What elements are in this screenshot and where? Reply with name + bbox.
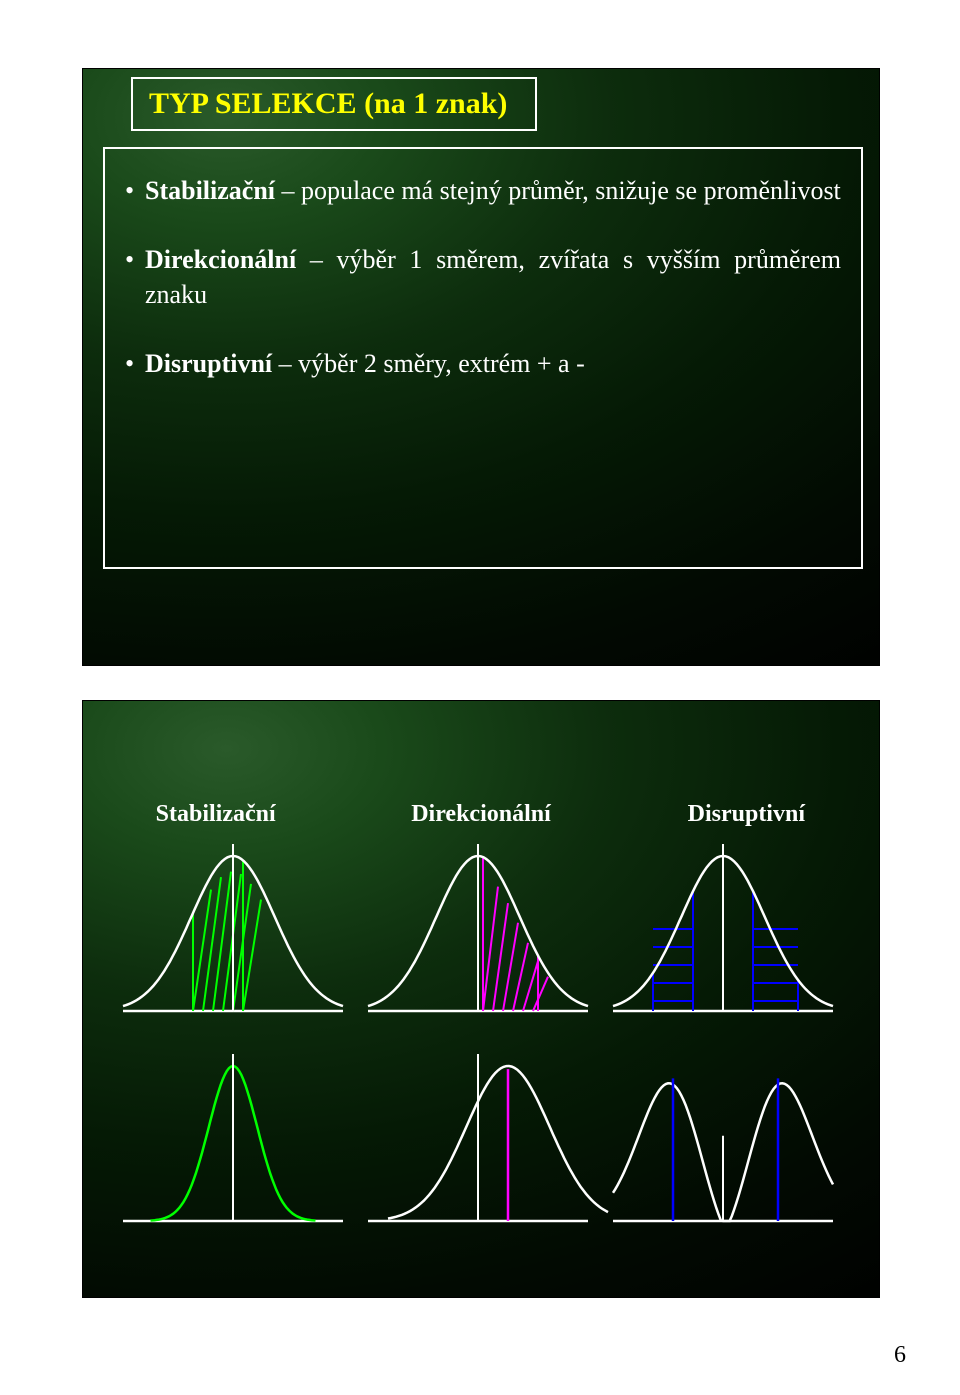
slide-2: Stabilizační Direkcionální Disruptivní: [82, 700, 880, 1298]
bullet-dot-icon: •: [125, 346, 145, 381]
bullet-text: Stabilizační – populace má stejný průměr…: [145, 173, 841, 208]
content-box: • Stabilizační – populace má stejný prům…: [103, 147, 863, 569]
slide1-title: TYP SELEKCE (na 1 znak): [149, 87, 507, 121]
bullet-disruptivni: • Disruptivní – výběr 2 směry, extrém + …: [125, 346, 841, 381]
bullet-text: Direkcionální – výběr 1 směrem, zvířata …: [145, 242, 841, 312]
bullet-stabilizacni: • Stabilizační – populace má stejný prům…: [125, 173, 841, 208]
title-box: TYP SELEKCE (na 1 znak): [131, 77, 537, 131]
bullet-dot-icon: •: [125, 242, 145, 277]
page: TYP SELEKCE (na 1 znak) • Stabilizační –…: [0, 0, 960, 1395]
slide-1: TYP SELEKCE (na 1 znak) • Stabilizační –…: [82, 68, 880, 666]
page-number: 6: [894, 1342, 906, 1369]
bullet-text: Disruptivní – výběr 2 směry, extrém + a …: [145, 346, 841, 381]
bullet-direkcionalni: • Direkcionální – výběr 1 směrem, zvířat…: [125, 242, 841, 312]
selection-curves-diagram: [83, 701, 879, 1297]
bullet-dot-icon: •: [125, 173, 145, 208]
